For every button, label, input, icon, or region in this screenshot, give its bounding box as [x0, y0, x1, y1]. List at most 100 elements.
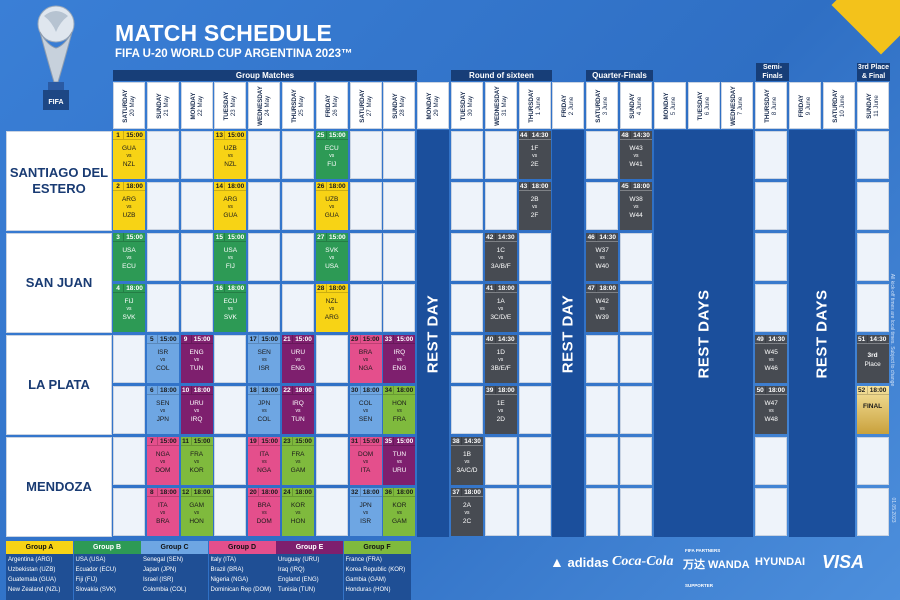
match-cell[interactable]: 26 18:00 UZB vs GUA: [315, 182, 348, 230]
match-time: 18:00: [126, 285, 143, 292]
match-cell[interactable]: 5 15:00 ISR vs COL: [146, 335, 179, 383]
match-time: 18:00: [261, 387, 278, 394]
date-header: FRIDAY 26 May: [315, 82, 348, 129]
match-cell[interactable]: 12 18:00 GAM vs HON: [180, 488, 213, 536]
match-time: 18:00: [497, 285, 515, 292]
versus-label: vs: [295, 408, 301, 414]
match-number: 44: [519, 131, 530, 139]
match-cell[interactable]: 35 15:00 TUN vs URU: [383, 437, 416, 485]
match-cell[interactable]: 39 18:00 1E vs 2D: [484, 386, 517, 434]
version-note: 01.05.2023: [888, 490, 898, 530]
match-time: 15:00: [227, 234, 245, 241]
match-number: 41: [485, 284, 496, 292]
match-cell[interactable]: 22 18:00 IRQ vs TUN: [282, 386, 314, 434]
match-time: 18:00: [295, 387, 312, 394]
match-cell[interactable]: 3 15:00 USA vs ECU: [113, 233, 145, 281]
match-cell[interactable]: 25 15:00 ECU vs FIJ: [315, 131, 348, 179]
match-cell[interactable]: 18 18:00 JPN vs COL: [248, 386, 281, 434]
match-cell[interactable]: 9 15:00 ENG vs TUN: [180, 335, 213, 383]
match-cell[interactable]: 36 18:00 KOR vs GAM: [383, 488, 416, 536]
match-cell[interactable]: 8 18:00 ITA vs BRA: [146, 488, 179, 536]
match-cell[interactable]: 20 18:00 BRA vs DOM: [248, 488, 281, 536]
match-cell[interactable]: 10 18:00 URU vs IRQ: [180, 386, 213, 434]
match-cell[interactable]: 27 15:00 SVK vs USA: [315, 233, 348, 281]
match-time: 18:00: [159, 489, 177, 496]
match-number: 22: [282, 386, 293, 394]
date-value: 30 May: [467, 95, 474, 116]
empty-cell: [180, 233, 213, 281]
match-cell[interactable]: 47 18:00 W42 vs W39: [586, 284, 619, 332]
adidas-logo: ▲ adidas: [550, 554, 609, 570]
empty-cell: [214, 437, 247, 485]
empty-cell: [856, 182, 889, 230]
match-cell[interactable]: 43 18:00 2B vs 2F: [518, 182, 551, 230]
match-number: 36: [383, 488, 395, 496]
match-cell[interactable]: 40 14:30 1D vs 3B/E/F: [484, 335, 517, 383]
match-number: 1: [113, 131, 124, 139]
match-cell[interactable]: 11 15:00 FRA vs KOR: [180, 437, 213, 485]
match-cell[interactable]: 51 14:30 3rd Place: [856, 335, 889, 383]
match-cell[interactable]: 31 15:00 DOM vs ITA: [349, 437, 382, 485]
match-cell[interactable]: 48 14:30 W43 vs W41: [620, 131, 652, 179]
versus-label: vs: [363, 357, 369, 363]
match-team-a: JPN: [258, 400, 271, 407]
empty-cell: [755, 233, 788, 281]
match-cell[interactable]: 41 18:00 1A vs 3C/D/E: [484, 284, 517, 332]
legend-team: Fiji (FIJ): [75, 577, 98, 583]
match-cell[interactable]: 4 18:00 FIJ vs SVK: [113, 284, 145, 332]
match-cell[interactable]: 21 15:00 URU vs ENG: [282, 335, 314, 383]
empty-cell: [180, 182, 213, 230]
date-value: 26 May: [331, 95, 339, 116]
date-header: WEDNESDAY 24 May: [248, 82, 281, 129]
match-cell[interactable]: 46 14:30 W37 vs W40: [586, 233, 619, 281]
match-cell[interactable]: 45 18:00 W38 vs W44: [620, 182, 652, 230]
match-cell[interactable]: 33 15:00 IRQ vs ENG: [383, 335, 416, 383]
match-number: 28: [316, 284, 327, 292]
match-cell[interactable]: 29 15:00 BRA vs NGA: [349, 335, 382, 383]
versus-label: vs: [160, 510, 166, 516]
match-cell[interactable]: 34 18:00 HON vs FRA: [383, 386, 416, 434]
match-cell[interactable]: 49 14:30 W45 vs W46: [755, 335, 788, 383]
match-cell[interactable]: 23 15:00 FRA vs GAM: [282, 437, 314, 485]
empty-cell: [451, 386, 483, 434]
match-cell[interactable]: 28 18:00 NZL vs ARG: [315, 284, 348, 332]
match-cell[interactable]: 50 18:00 W47 vs W48: [755, 386, 788, 434]
match-cell[interactable]: 14 18:00 ARG vs GUA: [214, 182, 247, 230]
empty-cell: [248, 233, 281, 281]
legend-team: Uzbekistan (UZB): [8, 567, 56, 573]
match-cell[interactable]: 38 14:30 1B vs 3A/C/D: [451, 437, 483, 485]
match-team-a: SEN: [156, 400, 170, 407]
match-cell[interactable]: 15 15:00 USA vs FIJ: [214, 233, 247, 281]
match-cell[interactable]: 37 18:00 2A vs 2C: [451, 488, 483, 536]
match-cell[interactable]: 1 15:00 GUA vs NZL: [113, 131, 145, 179]
match-cell[interactable]: 19 15:00 ITA vs NGA: [248, 437, 281, 485]
legend-group: Group D Italy (ITA) Brazil (BRA) Nigeria (N…: [208, 541, 276, 600]
date-value: 23 May: [230, 95, 238, 116]
date-value: 31 May: [500, 95, 508, 116]
legend-team: Gambia (GAM): [345, 577, 386, 583]
empty-cell: [586, 386, 619, 434]
match-cell[interactable]: 16 18:00 ECU vs SVK: [214, 284, 247, 332]
date-value: 9 June: [805, 96, 812, 115]
legend-group: Group A Argentina (ARG) Uzbekistan (UZB) Gu…: [6, 541, 73, 600]
match-cell[interactable]: 6 18:00 SEN vs JPN: [146, 386, 179, 434]
match-cell[interactable]: 13 15:00 UZB vs NZL: [214, 131, 247, 179]
section-final: 3rd Place & Final: [857, 63, 890, 81]
match-cell[interactable]: 52 18:00 FINAL: [856, 386, 889, 434]
date-value: 6 June: [703, 96, 711, 115]
match-cell[interactable]: 2 18:00 ARG vs UZB: [113, 182, 145, 230]
match-team-a: SEN: [257, 349, 271, 356]
match-cell[interactable]: 17 15:00 SEN vs ISR: [248, 335, 281, 383]
versus-label: vs: [599, 255, 605, 261]
match-cell[interactable]: 30 18:00 COL vs SEN: [349, 386, 382, 434]
empty-cell: [146, 182, 179, 230]
match-team-b: Place: [864, 361, 881, 368]
match-cell[interactable]: 24 18:00 KOR vs HON: [282, 488, 314, 536]
legend-team: Brazil (BRA): [210, 567, 244, 573]
match-cell[interactable]: 7 15:00 NGA vs DOM: [146, 437, 179, 485]
match-number: 47: [586, 284, 598, 292]
match-cell[interactable]: 44 14:30 1F vs 2E: [518, 131, 551, 179]
match-cell[interactable]: 42 14:30 1C vs 3A/B/F: [484, 233, 517, 281]
match-team-a: GUA: [121, 145, 137, 152]
match-cell[interactable]: 32 18:00 JPN vs ISR: [349, 488, 382, 536]
